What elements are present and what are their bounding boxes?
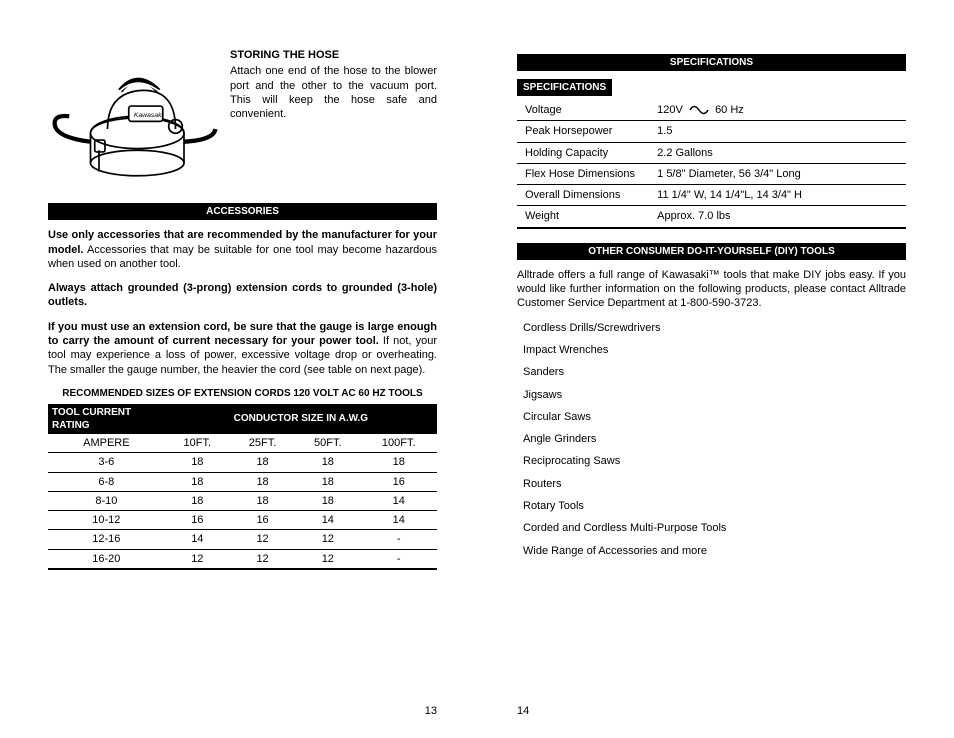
cord-header-row: TOOL CURRENT RATING CONDUCTOR SIZE IN A.…: [48, 404, 437, 434]
spec-key: Peak Horsepower: [517, 121, 653, 142]
cord-col-labels: AMPERE 10FT. 25FT. 50FT. 100FT.: [48, 434, 437, 453]
tool-list-item: Wide Range of Accessories and more: [517, 544, 906, 558]
cord-cell: 14: [360, 491, 437, 510]
spec-row: Holding Capacity2.2 Gallons: [517, 142, 906, 163]
cord-cell: 14: [165, 530, 230, 549]
ac-wave-icon: [689, 105, 709, 115]
cord-cell: 18: [165, 453, 230, 472]
spec-row: Peak Horsepower1.5: [517, 121, 906, 142]
cord-col-50: 50FT.: [295, 434, 360, 453]
cord-cell: 12: [230, 549, 295, 569]
cord-cell: 18: [295, 472, 360, 491]
cord-col-25: 25FT.: [230, 434, 295, 453]
cord-cell: 12: [165, 549, 230, 569]
cord-cell-ampere: 10-12: [48, 511, 165, 530]
spec-row: Voltage120V 60 Hz: [517, 100, 906, 121]
tool-list-item: Impact Wrenches: [517, 343, 906, 357]
tool-list-item: Cordless Drills/Screwdrivers: [517, 321, 906, 335]
spec-value: 11 1/4" W, 14 1/4"L, 14 3/4" H: [653, 185, 906, 206]
page-right: SPECIFICATIONS SPECIFICATIONS Voltage120…: [477, 0, 954, 738]
spec-key: Holding Capacity: [517, 142, 653, 163]
cord-table: TOOL CURRENT RATING CONDUCTOR SIZE IN A.…: [48, 404, 437, 570]
diy-bar: OTHER CONSUMER DO-IT-YOURSELF (DIY) TOOL…: [517, 243, 906, 260]
product-illustration: Kawasaki: [48, 48, 218, 197]
cord-row: 8-1018181814: [48, 491, 437, 510]
cord-cell-ampere: 3-6: [48, 453, 165, 472]
spec-row: Overall Dimensions11 1/4" W, 14 1/4"L, 1…: [517, 185, 906, 206]
spec-value: 1.5: [653, 121, 906, 142]
spec-row: Flex Hose Dimensions1 5/8" Diameter, 56 …: [517, 163, 906, 184]
acc-para-3: If you must use an extension cord, be su…: [48, 320, 437, 377]
tool-list-item: Reciprocating Saws: [517, 454, 906, 468]
cord-cell-ampere: 8-10: [48, 491, 165, 510]
diy-para: Alltrade offers a full range of Kawasaki…: [517, 268, 906, 311]
cord-cell: 12: [295, 549, 360, 569]
tool-list-item: Routers: [517, 477, 906, 491]
tool-list-item: Angle Grinders: [517, 432, 906, 446]
cord-col-amp: AMPERE: [48, 434, 165, 453]
cord-cell: 14: [360, 511, 437, 530]
tool-list-item: Rotary Tools: [517, 499, 906, 513]
cord-table-title: RECOMMENDED SIZES OF EXTENSION CORDS 120…: [48, 387, 437, 400]
cord-cell: 12: [295, 530, 360, 549]
cord-row: 3-618181818: [48, 453, 437, 472]
tool-list: Cordless Drills/Screwdrivers Impact Wrenc…: [517, 321, 906, 558]
tool-list-item: Corded and Cordless Multi-Purpose Tools: [517, 521, 906, 535]
cord-cell: -: [360, 530, 437, 549]
spec-table: Voltage120V 60 HzPeak Horsepower1.5Holdi…: [517, 100, 906, 229]
tool-list-item: Sanders: [517, 365, 906, 379]
cord-cell: 16: [165, 511, 230, 530]
page-left: Kawasaki STORING THE HOSE Attach one end…: [0, 0, 477, 738]
cord-cell: 18: [230, 453, 295, 472]
cord-cell: 16: [360, 472, 437, 491]
storing-body: Attach one end of the hose to the blower…: [230, 64, 437, 121]
storing-heading: STORING THE HOSE: [230, 48, 437, 62]
cord-cell: 18: [295, 491, 360, 510]
cord-hdr-cond: CONDUCTOR SIZE IN A.W.G: [165, 404, 437, 434]
cord-cell: 18: [295, 453, 360, 472]
spec-value: 1 5/8" Diameter, 56 3/4" Long: [653, 163, 906, 184]
cord-row: 10-1216161414: [48, 511, 437, 530]
acc-para-1-rest: Accessories that may be suitable for one…: [48, 244, 437, 270]
spec-key: Voltage: [517, 100, 653, 121]
cord-cell: 12: [230, 530, 295, 549]
spec-key: Weight: [517, 206, 653, 228]
cord-cell-ampere: 6-8: [48, 472, 165, 491]
cord-cell: 18: [165, 472, 230, 491]
cord-row: 12-16141212-: [48, 530, 437, 549]
acc-para-2: Always attach grounded (3-prong) extensi…: [48, 281, 437, 310]
spec-key: Flex Hose Dimensions: [517, 163, 653, 184]
cord-cell: 14: [295, 511, 360, 530]
cord-cell-ampere: 12-16: [48, 530, 165, 549]
cord-hdr-tool: TOOL CURRENT RATING: [48, 404, 165, 434]
acc-para-1: Use only accessories that are recommende…: [48, 228, 437, 271]
tool-list-item: Jigsaws: [517, 388, 906, 402]
spec-sub-wrap: SPECIFICATIONS: [517, 79, 906, 100]
cord-col-100: 100FT.: [360, 434, 437, 453]
cord-cell: 18: [230, 472, 295, 491]
storing-block: STORING THE HOSE Attach one end of the h…: [230, 48, 437, 197]
cord-row: 16-20121212-: [48, 549, 437, 569]
accessories-bar: ACCESSORIES: [48, 203, 437, 220]
spec-value: Approx. 7.0 lbs: [653, 206, 906, 228]
cord-col-10: 10FT.: [165, 434, 230, 453]
spec-value: 120V 60 Hz: [653, 100, 906, 121]
cord-cell: -: [360, 549, 437, 569]
cord-cell: 18: [360, 453, 437, 472]
spec-key: Overall Dimensions: [517, 185, 653, 206]
spec-sub: SPECIFICATIONS: [517, 79, 612, 96]
cord-cell: 16: [230, 511, 295, 530]
page-number-left: 13: [425, 704, 437, 718]
cord-row: 6-818181816: [48, 472, 437, 491]
cord-cell: 18: [230, 491, 295, 510]
cord-cell: 18: [165, 491, 230, 510]
spec-value: 2.2 Gallons: [653, 142, 906, 163]
intro-row: Kawasaki STORING THE HOSE Attach one end…: [48, 48, 437, 197]
tool-list-item: Circular Saws: [517, 410, 906, 424]
spec-row: WeightApprox. 7.0 lbs: [517, 206, 906, 228]
svg-text:Kawasaki: Kawasaki: [134, 112, 164, 119]
cord-cell-ampere: 16-20: [48, 549, 165, 569]
page-number-right: 14: [517, 704, 529, 718]
spec-bar: SPECIFICATIONS: [517, 54, 906, 71]
